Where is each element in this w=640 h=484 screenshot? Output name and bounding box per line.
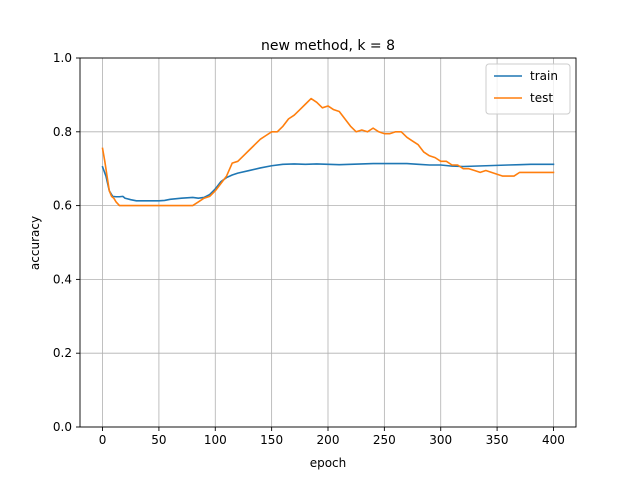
y-tick-label: 0.8 (53, 125, 72, 139)
x-tick-label: 150 (260, 433, 283, 447)
series-lines (101, 97, 555, 207)
x-tick-label: 100 (204, 433, 227, 447)
legend-label-test: test (530, 91, 553, 105)
x-tick-label: 250 (373, 433, 396, 447)
ticks: 0 50 100 150 200 250 300 350 400 0.0 0.2 0.4 0.6 0.8 1… (53, 51, 565, 447)
x-axis-label: epoch (310, 456, 347, 470)
series-line-test (101, 97, 555, 207)
x-tick-label: 400 (542, 433, 565, 447)
y-axis-label: accuracy (28, 216, 42, 270)
y-tick-label: 0.4 (53, 272, 72, 286)
plot-area: 0 50 100 150 200 250 300 350 400 0.0 0.2 0.4 0.6 0.8 1… (53, 51, 577, 447)
x-tick-label: 350 (486, 433, 509, 447)
chart-title: new method, k = 8 (261, 38, 395, 54)
legend-label-train: train (530, 69, 558, 83)
y-tick-label: 0.2 (53, 346, 72, 360)
y-tick-label: 0.6 (53, 199, 72, 213)
y-tick-label: 1.0 (53, 51, 72, 65)
x-tick-label: 50 (151, 433, 166, 447)
x-tick-label: 200 (317, 433, 340, 447)
y-tick-label: 0.0 (53, 420, 72, 434)
x-tick-label: 0 (99, 433, 107, 447)
series-line-train (101, 162, 555, 202)
legend: train test (485, 63, 571, 115)
x-tick-label: 300 (429, 433, 452, 447)
